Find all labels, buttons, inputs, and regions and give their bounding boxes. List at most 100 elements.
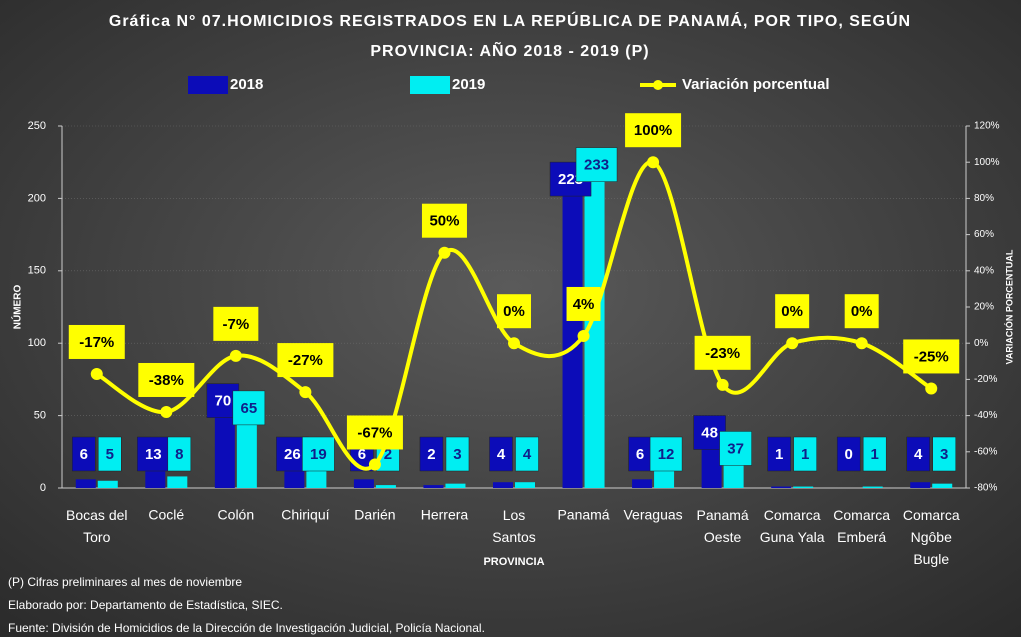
y2-tick-label: 100%: [974, 157, 1000, 168]
data-label-box: [932, 436, 956, 472]
y2-tick-label: -40%: [974, 410, 997, 421]
data-label: 19: [310, 446, 327, 463]
x-tick-label: Chiriquí: [281, 507, 329, 523]
data-label: 6: [358, 446, 366, 463]
data-label: 2: [427, 446, 435, 463]
bar: [654, 470, 675, 488]
y2-tick-label: 40%: [974, 265, 994, 276]
y-tick-label: 100: [28, 337, 46, 349]
footnote: (P) Cifras preliminares al mes de noviem…: [8, 575, 242, 589]
data-label: 4: [914, 446, 923, 463]
data-label-box: [906, 436, 930, 472]
legend-label: 2019: [452, 76, 485, 93]
data-label: 4: [523, 446, 532, 463]
marker: [229, 349, 242, 362]
bar: [353, 479, 374, 488]
data-label: 0: [845, 446, 853, 463]
marker: [716, 378, 729, 391]
data-label-box: [489, 436, 513, 472]
data-label-box: [445, 436, 470, 472]
chart-title: PROVINCIA: AÑO 2018 - 2019 (P): [370, 40, 649, 60]
data-label-box: [694, 335, 751, 370]
x-tick-label: Veraguas: [623, 507, 682, 523]
x-tick-label: Comarca Ngôbe Bugle: [903, 507, 960, 567]
chart-title: Gráfica N° 07.HOMICIDIOS REGISTRADOS EN …: [109, 11, 911, 30]
x-tick-label: Comarca Guna Yala: [760, 507, 825, 545]
data-label-box: [775, 294, 810, 329]
bar: [515, 482, 535, 488]
bar: [145, 469, 166, 488]
data-label: 50%: [429, 213, 459, 230]
y2-tick-label: 0%: [974, 338, 989, 349]
data-label-box: [138, 362, 195, 397]
bar: [445, 483, 466, 488]
data-label-box: [767, 436, 791, 472]
y-axis-title: NÚMERO: [11, 285, 24, 330]
marker: [647, 156, 660, 169]
marker: [299, 386, 312, 399]
bar: [75, 479, 96, 488]
bar: [910, 482, 931, 488]
data-label-box: [649, 436, 683, 472]
data-label: 1: [775, 446, 783, 463]
x-tick-label: Coclé: [148, 507, 184, 523]
data-label: -67%: [357, 424, 392, 441]
footnote: Fuente: División de Homicidios de la Dir…: [8, 621, 485, 635]
bar: [423, 485, 444, 488]
bar: [932, 483, 953, 488]
y-tick-label: 0: [40, 482, 46, 494]
y-tick-label: 200: [28, 192, 46, 204]
data-label-box: [903, 339, 960, 374]
y2-axis-title: VARIACIÓN PORCENTUAL: [1003, 249, 1014, 364]
legend-label: 2018: [230, 76, 263, 93]
data-label-box: [497, 294, 531, 329]
legend-swatch: [188, 76, 228, 94]
y2-tick-label: 120%: [974, 121, 1000, 132]
data-label: -38%: [149, 372, 184, 389]
x-tick-label: Darién: [354, 507, 395, 523]
data-label: 100%: [634, 122, 672, 139]
bar: [632, 479, 653, 488]
data-label: -27%: [288, 352, 323, 369]
marker: [508, 337, 520, 350]
data-label-box: [515, 436, 539, 472]
data-label-box: [302, 436, 335, 472]
data-label: 12: [658, 446, 675, 463]
data-label: 70: [215, 393, 232, 410]
legend-swatch: [410, 76, 450, 94]
y2-tick-label: -20%: [974, 374, 997, 385]
y2-tick-label: -60%: [974, 446, 997, 457]
bar: [167, 476, 188, 488]
marker: [577, 329, 590, 342]
marker: [438, 246, 451, 259]
data-label: 3: [940, 446, 948, 463]
bar: [771, 486, 792, 488]
data-label: 5: [106, 446, 114, 463]
bar: [562, 165, 583, 488]
data-label: -25%: [914, 348, 949, 365]
y-tick-label: 50: [34, 410, 46, 422]
data-label: -23%: [705, 345, 740, 362]
data-label: 48: [701, 424, 718, 441]
data-label: 13: [145, 446, 162, 463]
marker: [925, 382, 938, 395]
x-tick-label: Panamá Oeste: [697, 507, 749, 545]
data-label-box: [793, 436, 817, 472]
data-label: -7%: [223, 316, 250, 333]
data-label: 3: [453, 446, 461, 463]
y2-tick-label: -80%: [974, 483, 997, 494]
data-label-box: [346, 415, 403, 450]
x-axis-title: PROVINCIA: [483, 556, 544, 568]
data-label-box: [862, 436, 887, 472]
data-label-box: [277, 343, 334, 378]
y2-tick-label: 20%: [974, 302, 994, 313]
bar: [493, 482, 513, 488]
marker: [160, 405, 173, 418]
x-tick-label: Los Santos: [492, 507, 536, 545]
marker: [368, 458, 381, 471]
bar: [793, 486, 814, 488]
data-label-box: [836, 436, 861, 472]
marker: [855, 337, 868, 350]
